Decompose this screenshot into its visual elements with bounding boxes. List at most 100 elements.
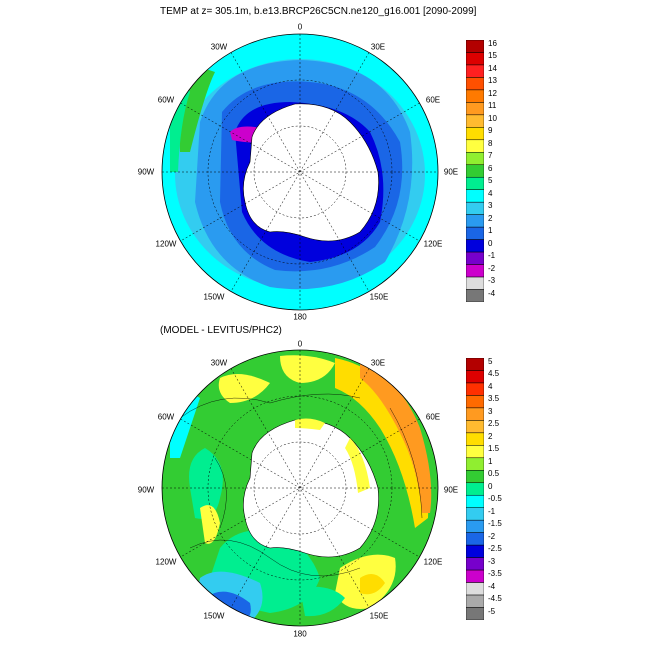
colorbar-swatch	[466, 557, 484, 571]
colorbar-tick-label: 2.5	[488, 419, 500, 429]
colorbar-swatch	[466, 594, 484, 608]
colorbar-swatch	[466, 457, 484, 471]
colorbar-tick-label: 4	[488, 381, 493, 391]
panel1-lon-label-90w: 90W	[137, 167, 155, 177]
panel2-lon-label-0: 0	[297, 339, 303, 349]
colorbar-swatch	[466, 114, 484, 128]
colorbar-swatch	[466, 276, 484, 290]
panel1-lon-label-30w: 30W	[210, 42, 228, 52]
colorbar-swatch	[466, 40, 484, 53]
colorbar-tick-label: 2	[488, 213, 493, 223]
panel2-lon-label-60e: 60E	[425, 412, 441, 422]
colorbar-swatch	[466, 420, 484, 434]
panel1-colorbar	[466, 40, 484, 302]
panel2-lon-label-30e: 30E	[370, 358, 386, 368]
colorbar-tick-label: -5	[488, 606, 496, 616]
panel1-polar-map	[161, 33, 439, 311]
panel2-lon-label-180: 180	[293, 629, 307, 639]
colorbar-tick-label: -1	[488, 506, 496, 516]
panel1-title: TEMP at z= 305.1m, b.e13.BRCP26C5CN.ne12…	[160, 6, 477, 17]
colorbar-tick-label: 7	[488, 151, 493, 161]
panel2-lon-label-150w: 150W	[203, 611, 225, 621]
colorbar-swatch	[466, 52, 484, 66]
colorbar-swatch	[466, 569, 484, 583]
colorbar-swatch	[466, 214, 484, 228]
colorbar-swatch	[466, 382, 484, 396]
colorbar-swatch	[466, 239, 484, 253]
colorbar-swatch	[466, 494, 484, 508]
panel2-lon-label-120e: 120E	[423, 557, 443, 567]
colorbar-swatch	[466, 64, 484, 78]
colorbar-tick-label: -2	[488, 263, 496, 273]
colorbar-swatch	[466, 432, 484, 446]
panel2-lon-label-90w: 90W	[137, 485, 155, 495]
colorbar-tick-label: 4	[488, 188, 493, 198]
colorbar-swatch	[466, 582, 484, 596]
colorbar-tick-label: 3.5	[488, 394, 500, 404]
colorbar-tick-label: 8	[488, 138, 493, 148]
colorbar-tick-label: 5	[488, 357, 493, 366]
panel2-colorbar	[466, 358, 484, 620]
colorbar-tick-label: 0	[488, 238, 493, 248]
colorbar-swatch	[466, 544, 484, 558]
colorbar-swatch	[466, 289, 484, 302]
colorbar-swatch	[466, 395, 484, 409]
colorbar-tick-label: 14	[488, 63, 497, 73]
colorbar-swatch	[466, 264, 484, 278]
panel1-lon-label-180: 180	[293, 312, 307, 322]
colorbar-swatch	[466, 607, 484, 620]
panel2-lon-label-60w: 60W	[157, 412, 175, 422]
colorbar-swatch	[466, 152, 484, 166]
colorbar-swatch	[466, 127, 484, 141]
colorbar-tick-label: -2	[488, 531, 496, 541]
colorbar-tick-label: 13	[488, 76, 497, 86]
colorbar-tick-label: 1.5	[488, 444, 500, 454]
colorbar-tick-label: -1	[488, 251, 496, 261]
colorbar-tick-label: 16	[488, 39, 497, 48]
panel1-lon-label-90e: 90E	[443, 167, 459, 177]
colorbar-tick-label: -3	[488, 276, 496, 286]
colorbar-tick-label: 6	[488, 163, 493, 173]
colorbar-tick-label: 4.5	[488, 369, 500, 379]
colorbar-swatch	[466, 201, 484, 215]
colorbar-tick-label: 0	[488, 481, 493, 491]
colorbar-swatch	[466, 532, 484, 546]
colorbar-tick-label: 12	[488, 88, 497, 98]
colorbar-swatch	[466, 519, 484, 533]
panel1-lon-label-150w: 150W	[203, 292, 225, 302]
panel2-lon-label-30w: 30W	[210, 358, 228, 368]
colorbar-tick-label: 0.5	[488, 469, 500, 479]
colorbar-swatch	[466, 164, 484, 178]
colorbar-tick-label: -3.5	[488, 569, 502, 579]
colorbar-tick-label: -4.5	[488, 594, 502, 604]
panel1-lon-label-60e: 60E	[425, 95, 441, 105]
colorbar-tick-label: 1	[488, 226, 493, 236]
colorbar-tick-label: 11	[488, 101, 497, 111]
panel1-lon-label-120e: 120E	[423, 239, 443, 249]
colorbar-tick-label: -2.5	[488, 544, 502, 554]
colorbar-tick-label: -3	[488, 556, 496, 566]
colorbar-tick-label: -4	[488, 581, 496, 591]
colorbar-swatch	[466, 226, 484, 240]
colorbar-tick-label: 15	[488, 51, 497, 61]
colorbar-swatch	[466, 89, 484, 103]
colorbar-swatch	[466, 77, 484, 91]
colorbar-tick-label: 1	[488, 456, 493, 466]
colorbar-tick-label: 10	[488, 113, 497, 123]
colorbar-tick-label: -1.5	[488, 519, 502, 529]
colorbar-swatch	[466, 176, 484, 190]
colorbar-tick-label: 3	[488, 201, 493, 211]
colorbar-tick-label: 9	[488, 126, 493, 136]
panel2-lon-label-120w: 120W	[155, 557, 177, 567]
panel2-lon-label-150e: 150E	[369, 611, 389, 621]
panel1-lon-label-30e: 30E	[370, 42, 386, 52]
panel1-lon-label-120w: 120W	[155, 239, 177, 249]
colorbar-swatch	[466, 102, 484, 116]
colorbar-swatch	[466, 445, 484, 459]
panel1-lon-label-60w: 60W	[157, 95, 175, 105]
colorbar-swatch	[466, 370, 484, 384]
panel2-polar-map	[161, 349, 439, 627]
panel2-title: (MODEL - LEVITUS/PHC2)	[160, 325, 282, 336]
colorbar-swatch	[466, 507, 484, 521]
colorbar-tick-label: -0.5	[488, 494, 502, 504]
